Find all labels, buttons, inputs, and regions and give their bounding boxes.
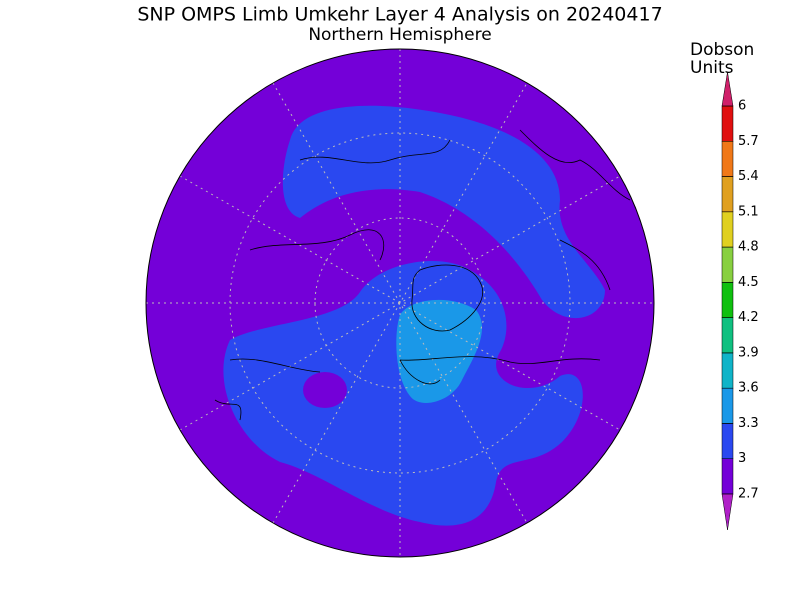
title: SNP OMPS Limb Umkehr Layer 4 Analysis on…: [137, 4, 662, 26]
colorbar-tick-label: 4.8: [738, 240, 759, 255]
colorbar-swatch: [721, 317, 734, 354]
colorbar-tick-label: 4.2: [738, 310, 759, 325]
colorbar-swatch: [721, 141, 734, 177]
colorbar-label: Dobson: [690, 40, 754, 60]
colorbar-tick-label: 5.7: [738, 134, 759, 149]
colorbar-tick-label: 5.1: [738, 204, 759, 219]
colorbar-tick-label: 4.5: [738, 275, 759, 290]
colorbar-swatch: [721, 423, 734, 459]
colorbar-swatch: [721, 246, 734, 283]
colorbar-swatch: [721, 176, 734, 213]
colorbar-swatch: [721, 387, 734, 424]
colorbar-swatch: [721, 458, 734, 495]
colorbar-swatch: [721, 282, 734, 318]
polar-map: [146, 49, 654, 557]
colorbar-tick-label: 6: [738, 99, 746, 114]
colorbar-tick-label: 5.4: [738, 169, 759, 184]
map-border: [145, 48, 655, 558]
colorbar-label: Units: [690, 58, 734, 78]
region-low: [303, 372, 347, 408]
coastlines: [214, 129, 631, 421]
colorbar-tick-label: 3.6: [738, 381, 759, 396]
colorbar-tick-label: 3.3: [738, 416, 759, 431]
colorbar-tick-label: 3: [738, 451, 746, 466]
colorbar-swatch: [721, 352, 734, 389]
colorbar-swatch: [721, 105, 734, 142]
colorbar: 2.7 3 3.3 3.6 3.9 4.2 4.5 4.8 5.1 5.4 5.7 6: [721, 71, 759, 531]
region-high: [396, 299, 482, 403]
colorbar-tick-label: 3.9: [738, 345, 759, 360]
region-mid: [223, 261, 583, 526]
colorbar-swatch: [721, 211, 734, 248]
graticule: [146, 49, 654, 557]
region-mid: [282, 105, 605, 319]
colorbar-tick-label: 2.7: [738, 487, 759, 502]
subtitle: Northern Hemisphere: [308, 25, 491, 45]
